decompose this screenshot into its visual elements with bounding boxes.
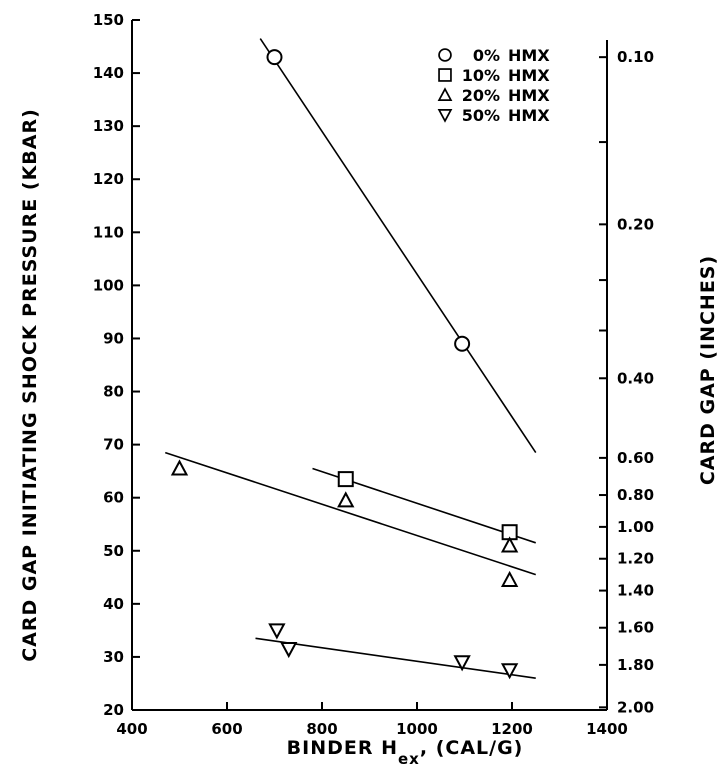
y-tick-label: 60: [103, 489, 124, 507]
point-20pct-hmx: [337, 491, 355, 508]
x-tick-label: 800: [306, 720, 337, 738]
y2-tick-label: 1.00: [617, 518, 654, 536]
x-axis-title: BINDER Hex, (CAL/G): [287, 737, 524, 766]
y-tick-label: 140: [93, 64, 124, 82]
plot-frame: [131, 20, 608, 711]
y-axis-left: 20 30 40 50 60 70 80 90 100 110 120 130 140 150: [93, 11, 140, 719]
point-50pct-hmx: [500, 663, 519, 680]
legend-label-10pct-hmx: 10%: [462, 66, 500, 85]
legend-label-suffix: HMX: [508, 46, 550, 65]
legend-label-50pct-hmx: 50%: [462, 106, 500, 125]
y2-tick-label: 0.60: [617, 449, 654, 467]
legend-label-20pct-hmx: 20%: [462, 86, 500, 105]
y2-tick-label: 0.40: [617, 369, 654, 387]
point-20pct-hmx: [500, 536, 519, 553]
y2-tick-label: 1.40: [617, 582, 654, 600]
y-tick-label: 50: [103, 542, 124, 560]
point-0pct-hmx: [454, 335, 471, 352]
x-tick-label: 1400: [586, 720, 628, 738]
point-10pct-hmx: [337, 471, 354, 488]
legend-marker-50pct-hmx: [437, 109, 453, 123]
fit-line-50pct-hmx: [255, 637, 536, 679]
legend-marker-20pct-hmx: [437, 87, 453, 101]
point-20pct-hmx: [170, 459, 189, 476]
fit-lines: [164, 38, 537, 679]
y2-tick-label: 0.20: [617, 215, 654, 233]
y-tick-label: 130: [93, 117, 124, 135]
data-points: [170, 49, 519, 680]
y-tick-label: 100: [93, 276, 124, 294]
y-tick-label: 110: [93, 223, 124, 241]
y2-axis-title: CARD GAP (INCHES): [697, 255, 719, 485]
legend-label-suffix: HMX: [508, 106, 550, 125]
fit-line-20pct-hmx: [164, 451, 537, 576]
y-tick-label: 150: [93, 11, 124, 29]
x-tick-label: 400: [116, 720, 147, 738]
y-tick-label: 40: [103, 595, 124, 613]
legend-label-suffix: HMX: [508, 66, 550, 85]
x-tick-label: 1000: [396, 720, 438, 738]
fit-line-0pct-hmx: [259, 38, 537, 454]
y-tick-label: 90: [103, 329, 124, 347]
y2-tick-label: 1.60: [617, 619, 654, 637]
point-20pct-hmx: [500, 570, 519, 587]
point-0pct-hmx: [266, 49, 283, 66]
y-axis-title: CARD GAP INITIATING SHOCK PRESSURE (KBAR…: [19, 108, 41, 662]
y-axis-right: 0.10 0.20 0.40 0.60 0.80 1.00 1.20 1.40 1.60 1.80…: [599, 48, 654, 716]
y-tick-label: 20: [103, 701, 124, 719]
legend: 0% HMX 10% HMX 20% HMX 50% HMX: [437, 46, 550, 125]
legend-marker-0pct-hmx: [438, 48, 452, 62]
y2-tick-label: 0.10: [617, 48, 654, 66]
legend-label-suffix: HMX: [508, 86, 550, 105]
y2-tick-label: 2.00: [617, 698, 654, 716]
y-tick-label: 80: [103, 383, 124, 401]
point-50pct-hmx: [280, 641, 298, 659]
x-tick-label: 1200: [491, 720, 533, 738]
y2-tick-label: 0.80: [617, 486, 654, 504]
legend-marker-10pct-hmx: [438, 68, 452, 82]
y-tick-label: 70: [103, 436, 124, 454]
x-axis: 400 600 800 1000 1200 1400: [116, 702, 628, 738]
legend-label-0pct-hmx: 0%: [473, 46, 500, 65]
y-tick-label: 30: [103, 648, 124, 666]
y2-tick-label: 1.80: [617, 656, 654, 674]
point-50pct-hmx: [268, 623, 286, 640]
point-50pct-hmx: [453, 655, 471, 672]
y-tick-label: 120: [93, 170, 124, 188]
x-tick-label: 600: [211, 720, 242, 738]
y2-tick-label: 1.20: [617, 550, 654, 568]
